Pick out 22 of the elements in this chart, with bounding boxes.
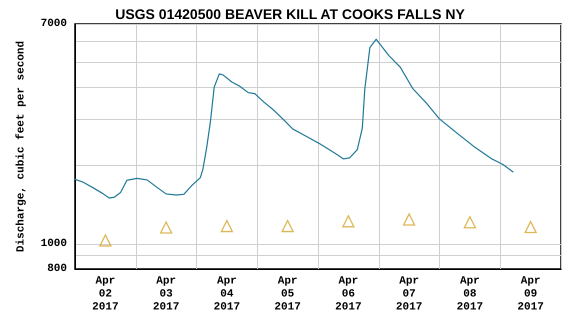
line-series	[74, 38, 514, 199]
point	[524, 220, 537, 234]
point	[464, 216, 476, 228]
x-tick-label: Apr 02 2017	[92, 276, 119, 314]
y-axis-title: Discharge, cubic feet per second	[14, 40, 28, 252]
x-tick-label: Apr 06 2017	[335, 276, 362, 314]
x-tick-label: Apr 05 2017	[274, 276, 301, 314]
y-tick-label: 1000	[40, 238, 67, 250]
x-tick-label: Apr 04 2017	[214, 276, 240, 314]
x-tick-label: Apr 03 2017	[152, 276, 180, 314]
x-tick-label: Apr 09 2017	[517, 276, 544, 314]
x-tick-label: Apr 07 2017	[396, 276, 422, 314]
x-tick-label: Apr 08 2017	[456, 276, 484, 314]
point	[99, 234, 112, 247]
point	[342, 215, 355, 228]
point	[281, 220, 294, 232]
point	[220, 220, 234, 232]
y-tick-label: 7000	[40, 18, 67, 30]
y-tick-label: 800	[47, 263, 67, 275]
chart-title: USGS 01420500 BEAVER KILL AT COOKS FALLS NY	[115, 6, 466, 22]
point	[402, 213, 416, 226]
point	[160, 221, 172, 234]
